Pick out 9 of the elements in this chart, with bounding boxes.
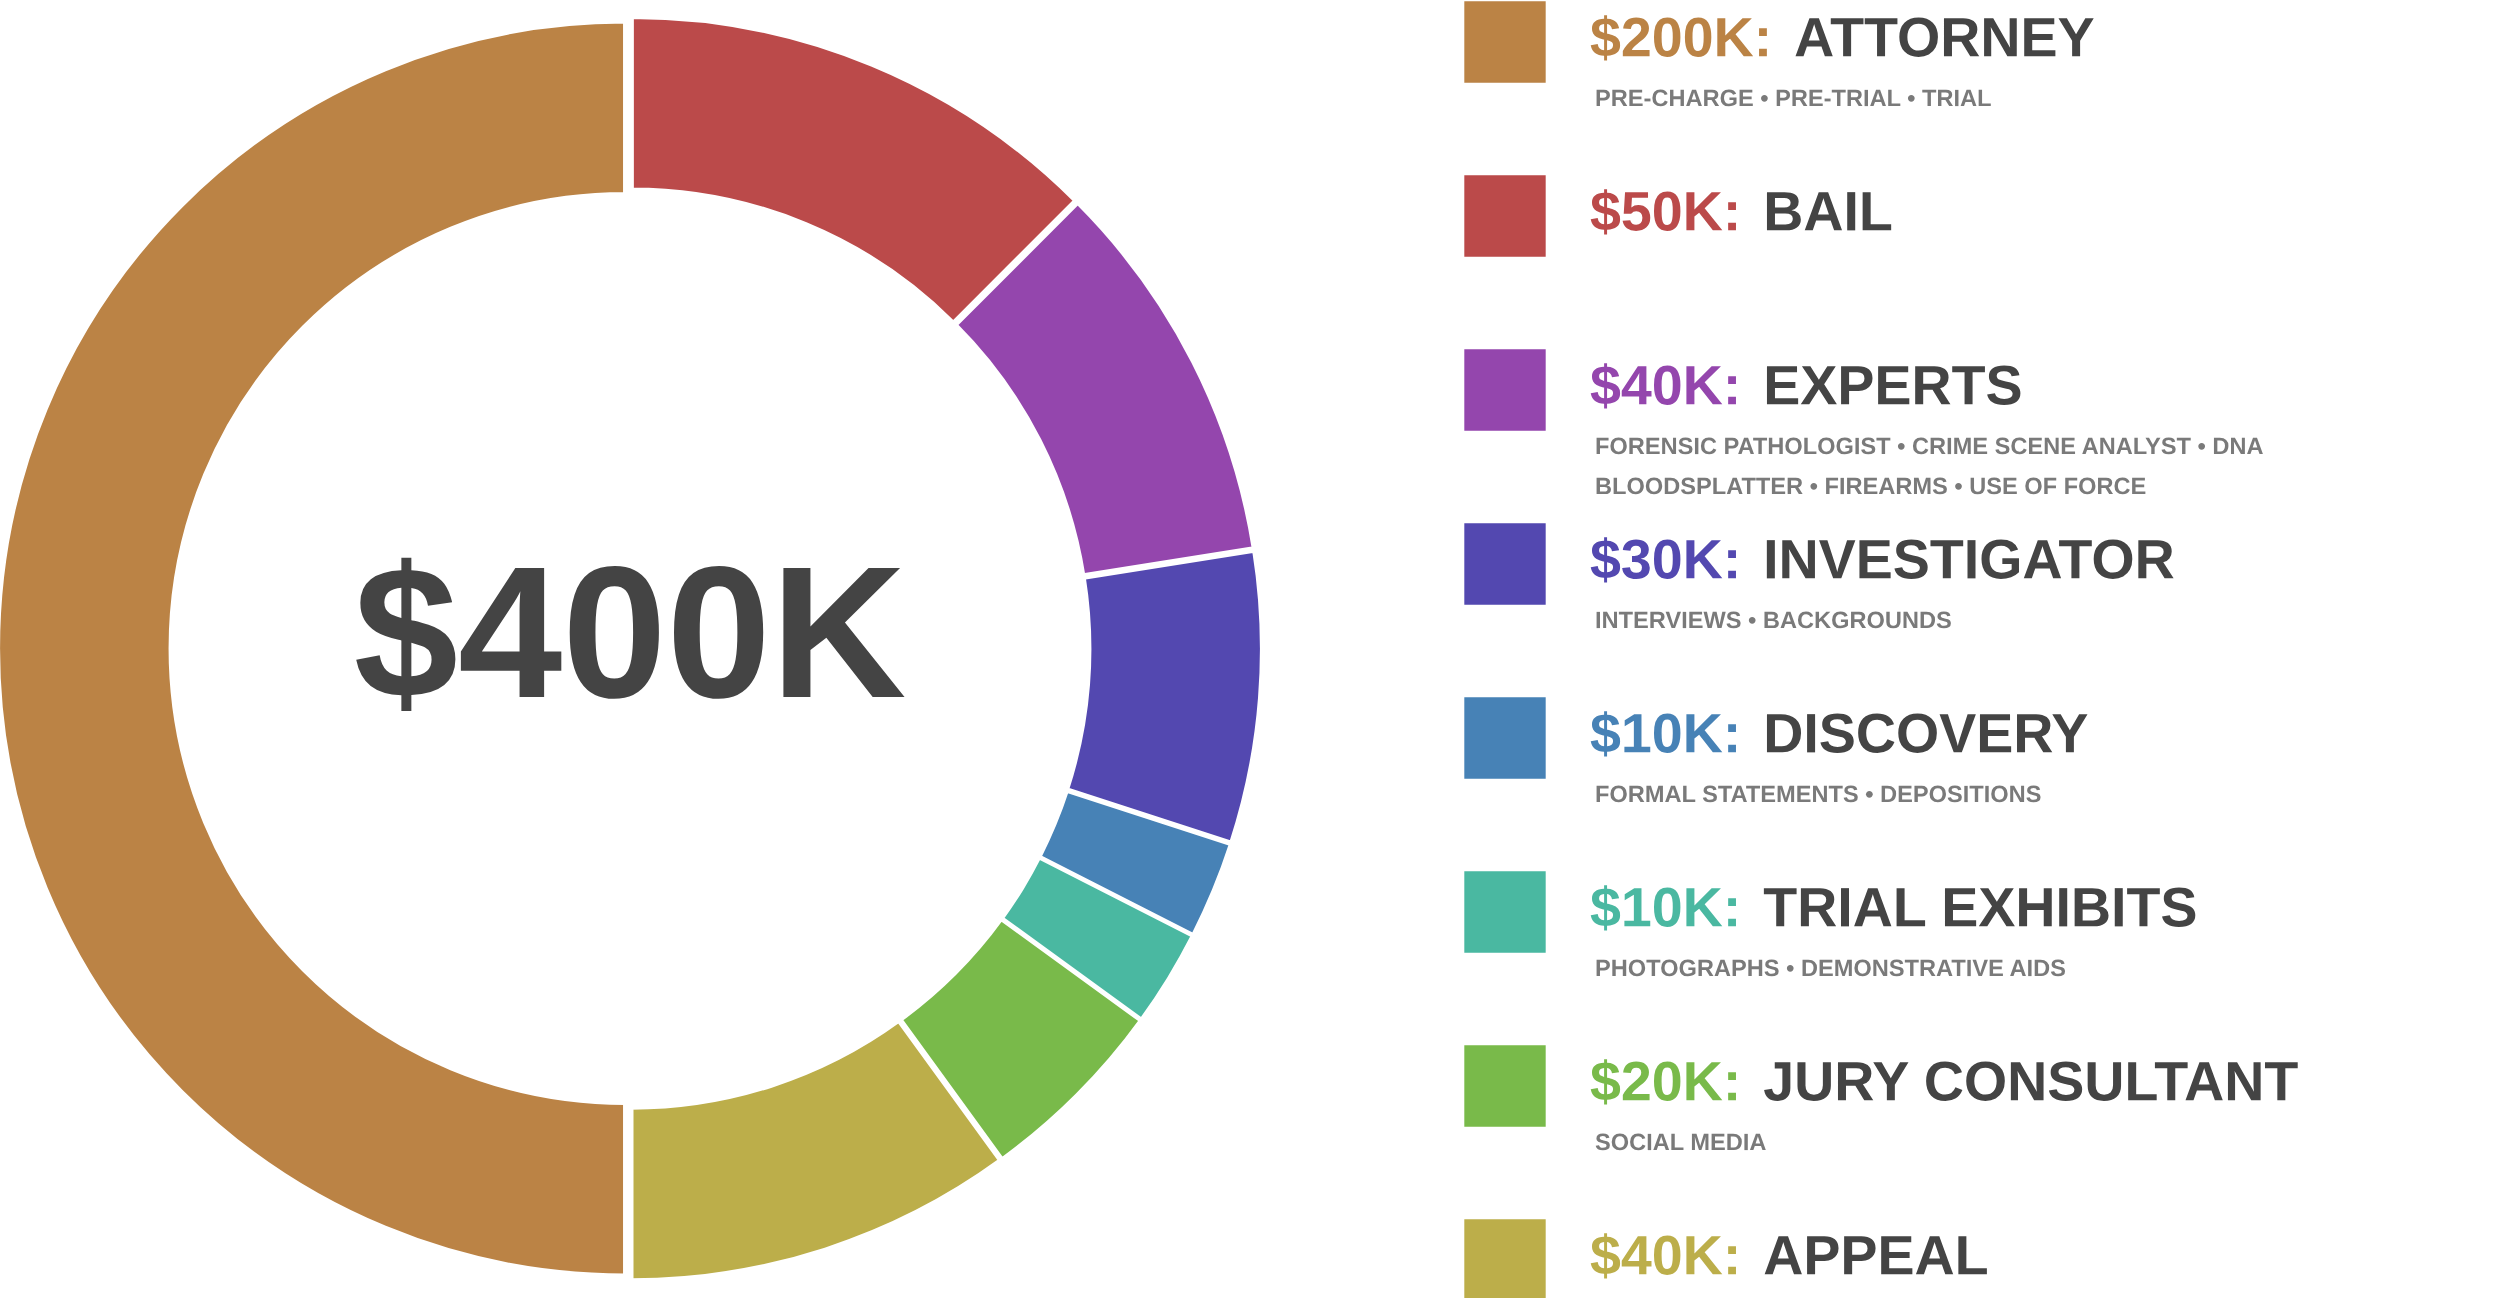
text: $400K (356, 557, 905, 711)
legend-label: $30K: INVESTIGATOR INTERVIEWS • BACKGROUNDS (1590, 537, 2174, 629)
legend-label: $40K: EXPERTS FORENSIC PATHOLOGIST • CRIME SCENE ANALYST • DNA BLOODSPLATTER • FIREARMS • USE OF FORCE (1590, 363, 2263, 495)
legend-label: $20K: JURY CONSULTANT SOCIAL MEDIA (1590, 1059, 2298, 1151)
legend-label: $40K: APPEAL (1590, 1233, 1987, 1279)
legend-label: $10K: TRIAL EXHIBITS PHOTOGRAPHS • DEMONSTRATIVE AIDS (1590, 885, 2196, 977)
legend-label: $200K: ATTORNEY PRE-CHARGE • PRE-TRIAL • TRIAL (1590, 15, 2094, 107)
legend-label: $10K: DISCOVERY FORMAL STATEMENTS • DEPOSITIONS (1590, 711, 2088, 803)
legend-label: $50K: BAIL (1590, 189, 1892, 235)
